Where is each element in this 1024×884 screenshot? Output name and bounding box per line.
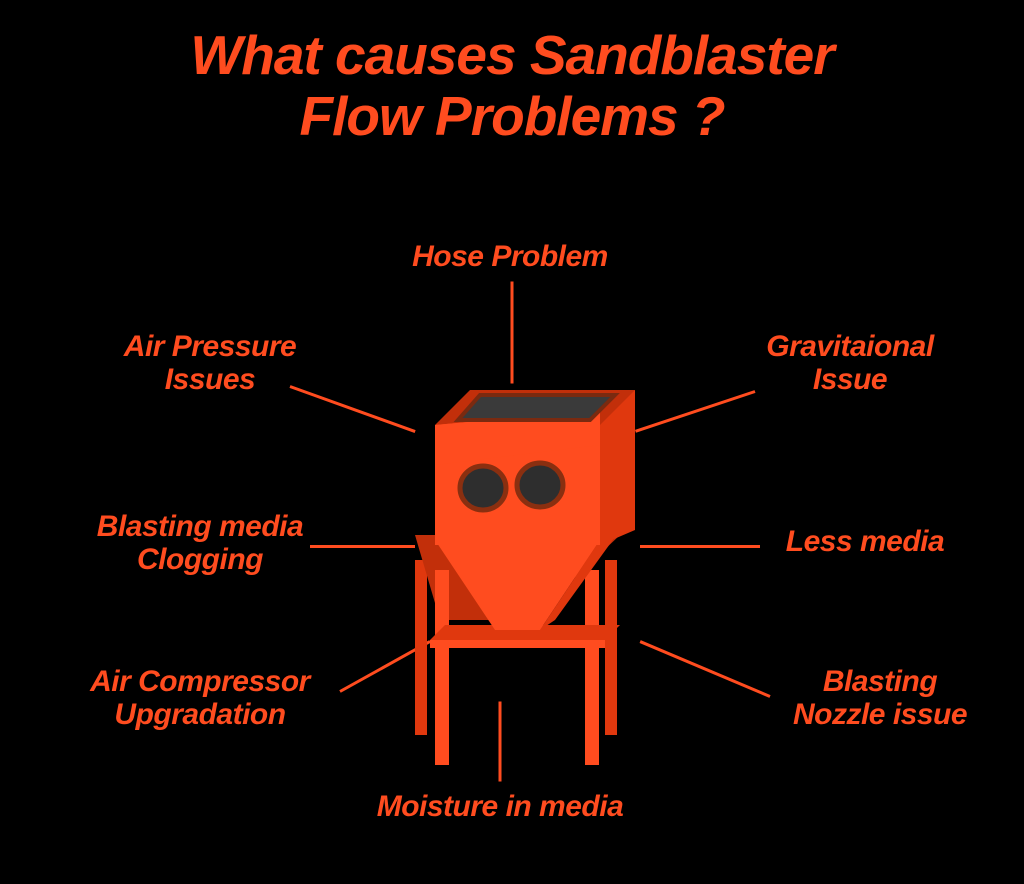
callout-air-compressor: Air Compressor Upgradation xyxy=(35,665,365,731)
callout-hose: Hose Problem xyxy=(370,240,650,273)
callout-gravitational: Gravitaional Issue xyxy=(715,330,985,396)
callout-line-hose xyxy=(511,282,514,384)
callout-less-media: Less media xyxy=(740,525,990,558)
callout-moisture: Moisture in media xyxy=(300,790,700,823)
page-title: What causes Sandblaster Flow Problems ? xyxy=(0,25,1024,146)
sandblaster-machine xyxy=(380,370,655,775)
callout-blasting-nozzle: Blasting Nozzle issue xyxy=(740,665,1020,731)
callout-blasting-media: Blasting media Clogging xyxy=(40,510,360,576)
callout-air-pressure: Air Pressure Issues xyxy=(60,330,360,396)
